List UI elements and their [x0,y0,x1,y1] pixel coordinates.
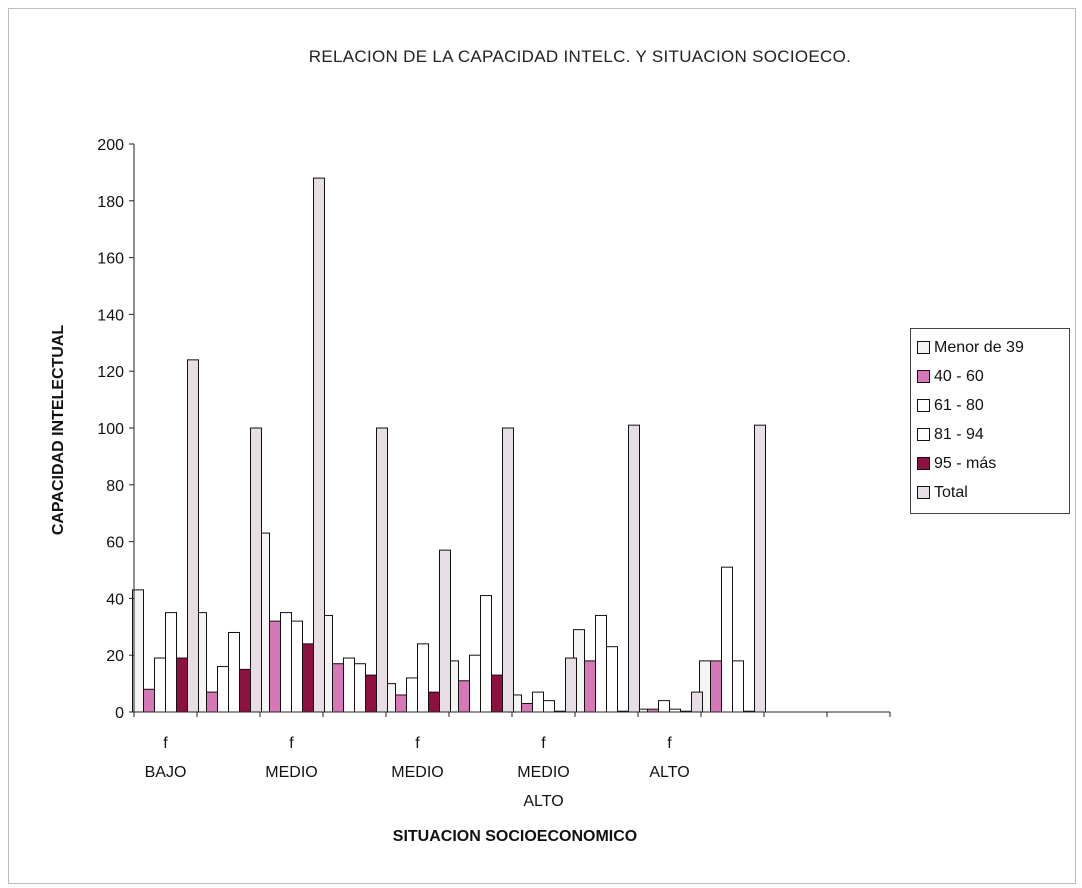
legend-swatch [917,341,930,354]
y-tick-label: 120 [97,364,124,381]
bar [250,427,262,713]
bar [628,424,640,713]
bar [406,677,418,713]
chart-frame [8,8,1076,884]
legend-label: Total [934,483,968,501]
bar [302,643,314,713]
y-tick-label: 100 [97,421,124,438]
x-tick-label: MEDIO [265,764,317,781]
bar [480,595,492,713]
x-tick-label: ALTO [649,764,689,781]
x-tick-label: f [541,735,546,752]
bar [417,643,429,713]
x-tick-label: MEDIO [391,764,443,781]
bar [395,694,407,713]
legend-item: 81 - 94 [917,420,1063,449]
chart-title: RELACION DE LA CAPACIDAD INTELC. Y SITUA… [308,47,852,66]
bar [154,657,166,713]
x-tick-label: f [289,735,294,752]
bar [291,620,303,713]
legend-swatch [917,457,930,470]
y-tick-label: 20 [106,648,124,665]
bar [269,620,281,713]
legend-swatch [917,399,930,412]
bar [658,700,670,713]
bar [365,674,377,713]
legend-swatch [917,370,930,383]
legend-item: 61 - 80 [917,391,1063,420]
bar [469,654,481,713]
bar [532,691,544,713]
legend-swatch [917,428,930,441]
legend-label: 95 - más [934,454,997,472]
y-tick-label: 160 [97,251,124,268]
y-tick-label: 140 [97,307,124,324]
legend-label: Menor de 39 [934,338,1024,356]
bar [313,177,325,713]
bar [165,612,177,713]
y-tick-label: 180 [97,194,124,211]
x-tick-label: BAJO [145,764,187,781]
x-tick-label: f [667,735,672,752]
bar [691,691,703,713]
bar [439,549,451,713]
bar [721,566,733,713]
bar [176,657,188,713]
bar [239,668,251,713]
legend-label: 40 - 60 [934,367,984,385]
bar [228,631,240,713]
bar [206,691,218,713]
legend-item: Menor de 39 [917,333,1063,362]
bar [584,660,596,713]
x-tick-label: f [415,735,420,752]
x-tick-label: f [163,735,168,752]
x-axis-title: SITUACION SOCIOECONOMICO [392,828,638,845]
bar [376,427,388,713]
legend-item: 95 - más [917,449,1063,478]
bar [521,702,533,713]
y-tick-label: 0 [115,705,124,722]
bar [354,663,366,713]
x-tick-label: ALTO [523,793,563,810]
y-tick-label: 80 [106,478,124,495]
bar [187,359,199,713]
bar [458,680,470,713]
legend-item: 40 - 60 [917,362,1063,391]
x-tick-label: MEDIO [517,764,569,781]
bar [491,674,503,713]
bar [606,646,618,713]
bar [543,700,555,713]
legend: Menor de 39 40 - 60 61 - 80 81 - 94 95 - más… [910,328,1070,514]
bar [143,688,155,713]
bar [732,660,744,713]
legend-label: 61 - 80 [934,396,984,414]
bar [428,691,440,713]
y-tick-label: 40 [106,591,124,608]
bar [710,660,722,713]
bar [343,657,355,713]
y-tick-label: 200 [97,137,124,154]
legend-swatch [917,486,930,499]
y-tick-label: 60 [106,535,124,552]
legend-label: 81 - 94 [934,425,984,443]
bar [754,424,766,713]
bar [595,614,607,713]
bar [280,612,292,713]
legend-item: Total [917,478,1063,507]
bar [502,427,514,713]
bar [565,657,577,713]
bar [217,666,229,713]
bar [332,663,344,713]
